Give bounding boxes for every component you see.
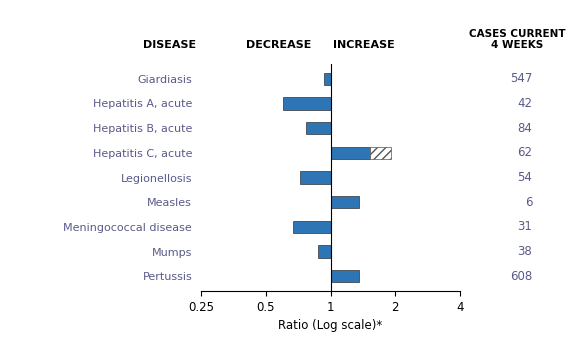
- Bar: [331, 147, 370, 159]
- Text: 608: 608: [510, 270, 532, 283]
- Bar: [331, 196, 359, 208]
- Bar: [324, 72, 331, 85]
- Text: 38: 38: [518, 245, 532, 258]
- Text: 547: 547: [510, 72, 532, 85]
- Bar: [370, 147, 390, 159]
- Bar: [293, 221, 331, 233]
- Text: 84: 84: [518, 122, 532, 135]
- Text: 42: 42: [518, 97, 532, 110]
- Text: 6: 6: [525, 196, 532, 209]
- Text: 62: 62: [518, 146, 532, 159]
- Text: DISEASE: DISEASE: [143, 40, 196, 50]
- Text: INCREASE: INCREASE: [334, 40, 395, 50]
- Text: 31: 31: [518, 220, 532, 233]
- Text: CASES CURRENT
4 WEEKS: CASES CURRENT 4 WEEKS: [469, 29, 565, 50]
- X-axis label: Ratio (Log scale)*: Ratio (Log scale)*: [278, 320, 383, 332]
- Bar: [317, 245, 331, 258]
- Bar: [300, 171, 331, 184]
- Bar: [331, 270, 359, 283]
- Text: DECREASE: DECREASE: [246, 40, 312, 50]
- Bar: [283, 97, 331, 110]
- Text: 54: 54: [518, 171, 532, 184]
- Bar: [306, 122, 331, 134]
